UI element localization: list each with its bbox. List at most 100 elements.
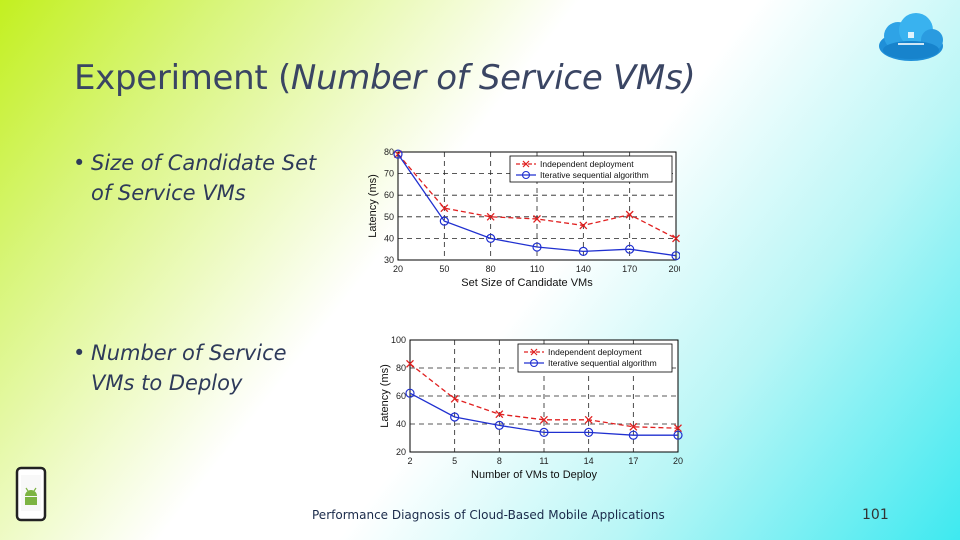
legend-marker [521,170,531,180]
data-point-stroke [440,204,449,213]
data-point [486,233,496,244]
y-axis-label: Latency (ms) [367,174,379,238]
chart-number-of-vms: 2 5 8 11 14 17 20 20 40 60 80 100 Number of VMs to D… [366,330,684,491]
title-main: Experiment ( [74,58,291,98]
y-tick-label: 60 [396,391,406,401]
y-tick-label: 60 [384,190,394,200]
bullet-line: VMs to Deploy [91,371,243,395]
x-tick-label: 2 [407,456,412,466]
x-axis-label: Number of VMs to Deploy [471,469,597,481]
data-point [629,422,638,431]
data-point [674,424,682,433]
data-point [540,415,548,424]
data-point [494,420,504,431]
android-phone-icon [15,466,47,527]
bullet-line: Number of Service [91,341,287,365]
data-point-stroke [629,422,638,431]
data-point [672,234,680,243]
legend-marker [529,358,539,368]
data-point [406,359,414,368]
x-tick-label: 110 [530,264,544,274]
x-tick-label: 20 [393,264,403,274]
data-point [628,430,638,440]
data-point [393,149,403,159]
data-point-stroke [533,215,541,223]
title-italic: Number of Service VMs) [290,58,696,98]
data-point-stroke [486,212,495,221]
x-tick-label: 80 [486,264,496,274]
data-point [584,427,594,438]
y-tick-label: 100 [391,335,406,345]
data-point-stroke [674,424,682,433]
legend-marker [522,160,530,168]
data-point-stroke [672,234,680,243]
series-line [397,153,677,257]
data-point [625,210,634,219]
y-tick-label: 30 [384,255,394,265]
bullet-dot: • [73,151,86,175]
chart-candidate-set: 20 50 80 110 140 170 200 30 40 50 60 70 80 Set Size o… [362,146,684,299]
legend-box [517,343,673,373]
data-point [486,212,495,221]
x-tick-label: 17 [628,456,638,466]
data-point [539,427,549,438]
data-point [405,388,415,398]
x-axis-label: Set Size of Candidate VMs [461,277,593,289]
data-point-stroke [540,415,548,424]
data-point [495,410,504,419]
data-point [673,430,683,440]
data-point-stroke [495,410,504,419]
bullet-number-of-vms: • Number of Service VMs to Deploy [73,338,287,398]
bullet-candidate-set: • Size of Candidate Set of Service VMs [73,148,317,208]
y-tick-label: 80 [384,147,394,157]
x-tick-label: 170 [622,264,637,274]
bullet-dot: • [73,341,86,365]
x-tick-label: 20 [673,456,683,466]
x-tick-label: 8 [497,456,502,466]
data-point [625,244,635,254]
legend-label: Iterative sequential algorithm [540,170,649,180]
chart-candidate-set-svg: 20 50 80 110 140 170 200 30 40 50 60 70 80 Set Size o… [367,147,684,289]
bullet-line: of Service VMs [91,181,246,205]
y-tick-label: 20 [396,447,406,457]
legend-box [509,155,673,183]
data-point [439,216,449,226]
data-point-stroke [584,415,593,424]
slide-title: Experiment (Number of Service VMs) [74,58,696,98]
y-tick-label: 80 [396,363,406,373]
y-tick-label: 70 [384,169,394,179]
cloud-logo-icon [876,10,946,69]
y-tick-label: 40 [384,233,394,243]
footer-text: Performance Diagnosis of Cloud-Based Mob… [312,508,665,522]
data-point [450,412,460,422]
x-tick-label: 140 [576,264,591,274]
data-point [578,246,588,256]
y-tick-label: 40 [396,419,406,429]
legend-marker [530,348,538,356]
data-point [584,415,593,424]
data-point [440,204,449,213]
x-tick-label: 14 [584,456,594,466]
y-tick-label: 50 [384,212,394,222]
data-point-stroke [625,210,634,219]
series-line [409,392,678,436]
page-number: 101 [862,507,889,523]
data-point-stroke [406,359,414,368]
data-point [450,394,459,403]
x-tick-label: 50 [439,264,449,274]
data-point [532,242,542,252]
bullet-line: Size of Candidate Set [91,151,317,175]
x-tick-label: 5 [452,456,457,466]
legend-label: Iterative sequential algorithm [548,358,657,368]
data-point-stroke [579,221,588,230]
y-axis-label: Latency (ms) [379,364,391,428]
x-tick-label: 200 [668,264,680,274]
data-point [579,221,588,230]
legend-label: Independent deployment [548,347,642,357]
data-point-stroke [450,394,459,403]
chart-number-of-vms-svg: 2 5 8 11 14 17 20 20 40 60 80 100 Number of VMs to D… [379,335,683,481]
legend-label: Independent deployment [540,159,634,169]
data-point [533,215,541,223]
